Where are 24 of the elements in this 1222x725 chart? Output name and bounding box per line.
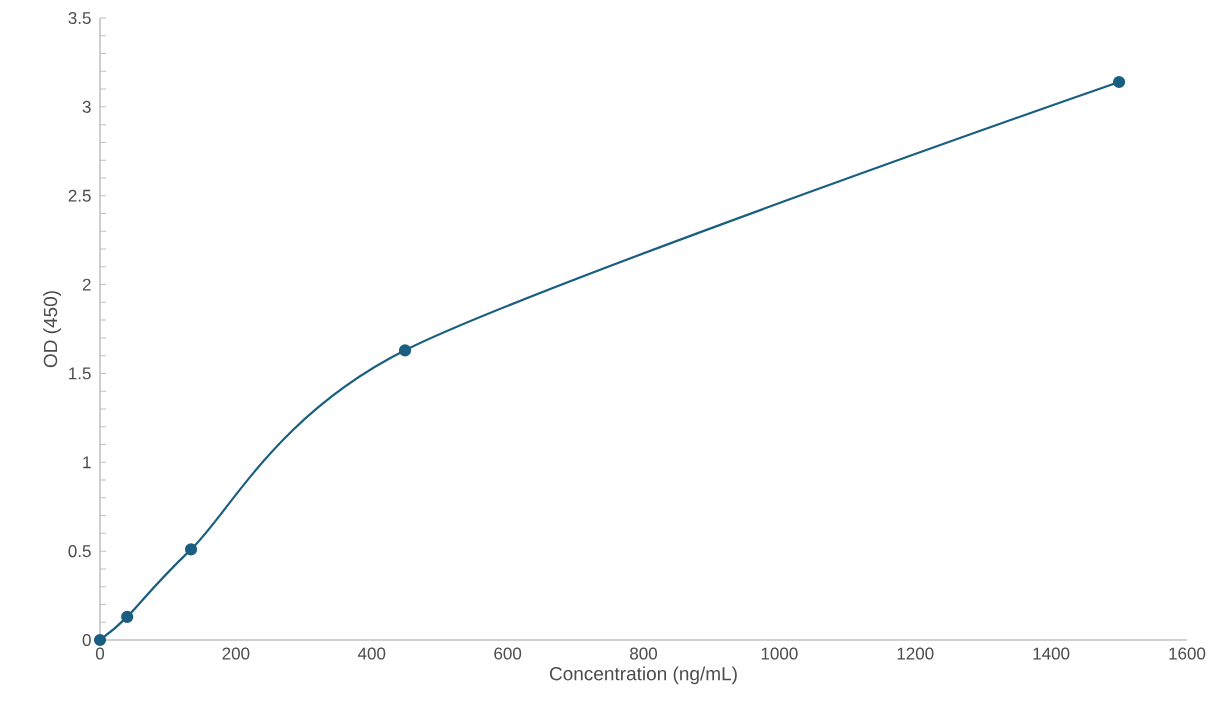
- x-tick-label: 1600: [1169, 647, 1206, 660]
- x-tick-label: 600: [494, 647, 522, 660]
- y-tick-label: 1.5: [69, 367, 91, 380]
- point: [121, 610, 134, 623]
- y-tick-label: 3: [82, 100, 91, 113]
- point: [398, 344, 412, 357]
- y-tick-label: 0: [82, 633, 91, 647]
- y-axis-title: OD (450): [43, 291, 61, 368]
- x-tick-label: 400: [357, 647, 386, 660]
- x-tick-label: 1400: [1033, 647, 1070, 660]
- y-tick-label: 0.5: [68, 545, 91, 558]
- y-tick-label: 2: [82, 278, 91, 291]
- y-tick-label: 1: [83, 456, 91, 469]
- x-tick-label: 0: [95, 647, 105, 660]
- y-tick-label: 3.5: [68, 11, 91, 25]
- x-tick-label: 200: [222, 647, 250, 660]
- point: [184, 543, 198, 556]
- point: [93, 633, 107, 647]
- y-tick-label: 2.5: [68, 189, 91, 202]
- x-tick-label: 800: [630, 647, 658, 660]
- x-tick-label: 1200: [897, 647, 934, 660]
- point: [1112, 75, 1126, 89]
- x-tick-label: 1000: [761, 647, 798, 660]
- x-axis-title: Concentration (ng/mL): [549, 666, 737, 685]
